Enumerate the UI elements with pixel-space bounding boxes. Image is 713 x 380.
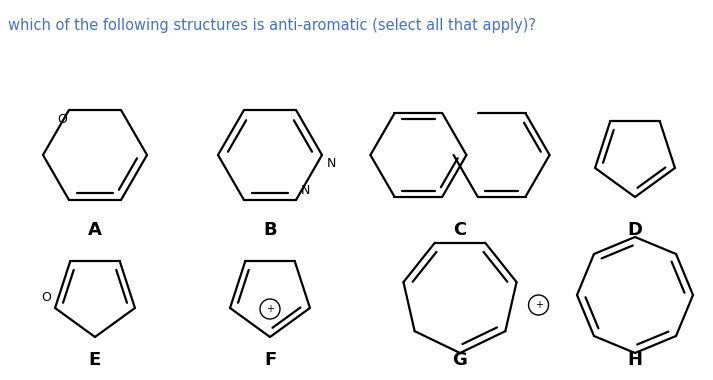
Text: E: E bbox=[89, 351, 101, 369]
Text: +: + bbox=[266, 304, 274, 314]
Text: B: B bbox=[263, 221, 277, 239]
Text: N: N bbox=[327, 157, 337, 170]
Text: F: F bbox=[264, 351, 276, 369]
Text: O: O bbox=[57, 113, 67, 126]
Text: O: O bbox=[41, 291, 51, 304]
Text: G: G bbox=[453, 351, 468, 369]
Text: A: A bbox=[88, 221, 102, 239]
Text: N: N bbox=[301, 184, 310, 197]
Text: C: C bbox=[453, 221, 466, 239]
Text: which of the following structures is anti-aromatic (select all that apply)?: which of the following structures is ant… bbox=[8, 18, 536, 33]
Text: D: D bbox=[627, 221, 642, 239]
Text: +: + bbox=[535, 300, 543, 310]
Text: H: H bbox=[627, 351, 642, 369]
